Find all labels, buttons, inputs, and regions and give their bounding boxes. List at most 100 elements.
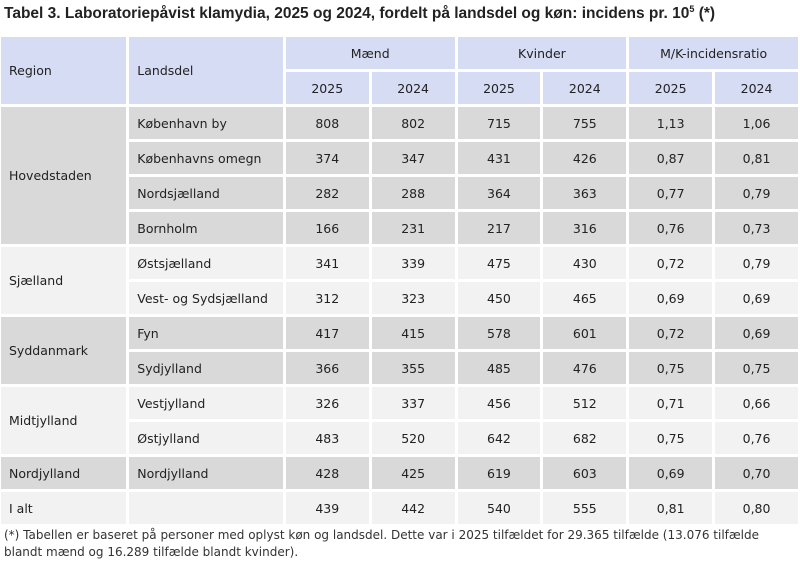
maend-2024-cell: 520 — [371, 422, 455, 454]
header-kvinder: Kvinder — [457, 37, 627, 69]
maend-2024-cell: 231 — [371, 212, 455, 244]
maend-2025-cell: 341 — [285, 247, 369, 279]
table-row: Midtjylland Vestjylland 326 337 456 512 0,71 0,… — [1, 387, 798, 454]
ratio-2025-cell: 0,76 — [629, 212, 713, 244]
header-year: 2024 — [371, 72, 455, 104]
landsdel-cell: Nordsjælland — [129, 177, 283, 209]
kvinder-2025-cell: 431 — [457, 142, 541, 174]
maend-2024-cell: 337 — [371, 387, 455, 419]
kvinder-2025-cell: 715 — [457, 107, 541, 139]
ratio-2025-cell: 1,13 — [629, 107, 713, 139]
ratio-2024-cell: 0,79 — [715, 247, 798, 279]
table-row: Vest- og Sydsjælland 312 323 450 465 0,69 0,69 — [1, 282, 798, 314]
kvinder-2024-cell: 426 — [543, 142, 627, 174]
landsdel-cell: Sydjylland — [129, 352, 283, 384]
maend-2024-cell: 442 — [371, 492, 455, 524]
kvinder-2025-cell: 475 — [457, 247, 541, 279]
kvinder-2024-cell: 465 — [543, 282, 627, 314]
maend-2024-cell: 323 — [371, 282, 455, 314]
ratio-2025-cell: 0,77 — [629, 177, 713, 209]
kvinder-2025-cell: 485 — [457, 352, 541, 384]
table-title: Tabel 3. Laboratoriepåvist klamydia, 202… — [4, 4, 715, 23]
incidence-table: Region Landsdel Mænd Kvinder M/K-inciden… — [0, 34, 800, 527]
maend-2024-cell: 415 — [371, 317, 455, 349]
maend-2025-cell: 282 — [285, 177, 369, 209]
region-cell: Syddanmark — [1, 317, 127, 384]
maend-2025-cell: 417 — [285, 317, 369, 349]
kvinder-2025-cell: 642 — [457, 422, 541, 454]
table-row: Sydjylland 366 355 485 476 0,75 0,75 — [1, 352, 798, 384]
region-cell: Hovedstaden — [1, 107, 127, 244]
header-landsdel: Landsdel — [129, 37, 283, 104]
region-cell: Midtjylland — [1, 387, 127, 454]
header-year: 2025 — [629, 72, 713, 104]
ratio-2025-cell: 0,72 — [629, 317, 713, 349]
maend-2025-cell: 366 — [285, 352, 369, 384]
table-title-suffix: (*) — [694, 5, 716, 23]
kvinder-2025-cell: 540 — [457, 492, 541, 524]
ratio-2024-cell: 0,75 — [715, 352, 798, 384]
table-row: Hovedstaden København by 808 802 715 755 1,13 1… — [1, 107, 798, 244]
table-title-text: Tabel 3. Laboratoriepåvist klamydia, 202… — [4, 5, 690, 23]
maend-2025-cell: 428 — [285, 457, 369, 489]
ratio-2025-cell: 0,69 — [629, 457, 713, 489]
maend-2024-cell: 288 — [371, 177, 455, 209]
table-row: Københavns omegn 374 347 431 426 0,87 0,81 — [1, 142, 798, 174]
kvinder-2025-cell: 217 — [457, 212, 541, 244]
maend-2025-cell: 483 — [285, 422, 369, 454]
kvinder-2025-cell: 619 — [457, 457, 541, 489]
header-year: 2024 — [715, 72, 798, 104]
ratio-2024-cell: 0,80 — [715, 492, 798, 524]
maend-2024-cell: 425 — [371, 457, 455, 489]
header-year: 2025 — [457, 72, 541, 104]
kvinder-2024-cell: 555 — [543, 492, 627, 524]
kvinder-2024-cell: 316 — [543, 212, 627, 244]
ratio-2025-cell: 0,75 — [629, 422, 713, 454]
table-title-superscript: 5 — [689, 4, 695, 14]
region-cell: Nordjylland — [1, 457, 127, 489]
landsdel-cell: Østsjælland — [129, 247, 283, 279]
kvinder-2024-cell: 476 — [543, 352, 627, 384]
table-footnote: (*) Tabellen er baseret på personer med … — [4, 528, 759, 559]
table-row: Sjælland Østsjælland 341 339 475 430 0,72 0,79 — [1, 247, 798, 314]
table-body: Hovedstaden København by 808 802 715 755 1,13 1… — [1, 107, 798, 524]
landsdel-cell: København by — [129, 107, 283, 139]
kvinder-2025-cell: 578 — [457, 317, 541, 349]
maend-2024-cell: 802 — [371, 107, 455, 139]
region-cell: Sjælland — [1, 247, 127, 314]
kvinder-2024-cell: 601 — [543, 317, 627, 349]
header-ratio: M/K-incidensratio — [629, 37, 798, 69]
maend-2025-cell: 439 — [285, 492, 369, 524]
kvinder-2025-cell: 364 — [457, 177, 541, 209]
landsdel-cell: Østjylland — [129, 422, 283, 454]
kvinder-2024-cell: 363 — [543, 177, 627, 209]
table-row: I alt 439 442 540 555 0,81 0,80 — [1, 492, 798, 524]
maend-2025-cell: 326 — [285, 387, 369, 419]
ratio-2024-cell: 0,73 — [715, 212, 798, 244]
table-row: Bornholm 166 231 217 316 0,76 0,73 — [1, 212, 798, 244]
landsdel-cell: Bornholm — [129, 212, 283, 244]
table-row: Syddanmark Fyn 417 415 578 601 0,72 0,69 — [1, 317, 798, 384]
kvinder-2024-cell: 603 — [543, 457, 627, 489]
ratio-2024-cell: 0,66 — [715, 387, 798, 419]
ratio-2024-cell: 0,70 — [715, 457, 798, 489]
maend-2024-cell: 355 — [371, 352, 455, 384]
kvinder-2024-cell: 430 — [543, 247, 627, 279]
maend-2025-cell: 808 — [285, 107, 369, 139]
kvinder-2025-cell: 450 — [457, 282, 541, 314]
landsdel-cell — [129, 492, 283, 524]
kvinder-2024-cell: 512 — [543, 387, 627, 419]
ratio-2025-cell: 0,71 — [629, 387, 713, 419]
ratio-2024-cell: 0,79 — [715, 177, 798, 209]
ratio-2025-cell: 0,81 — [629, 492, 713, 524]
header-year: 2025 — [285, 72, 369, 104]
maend-2025-cell: 312 — [285, 282, 369, 314]
ratio-2025-cell: 0,72 — [629, 247, 713, 279]
ratio-2024-cell: 0,69 — [715, 317, 798, 349]
ratio-2025-cell: 0,75 — [629, 352, 713, 384]
maend-2024-cell: 339 — [371, 247, 455, 279]
ratio-2024-cell: 0,81 — [715, 142, 798, 174]
table-row: Nordsjælland 282 288 364 363 0,77 0,79 — [1, 177, 798, 209]
ratio-2024-cell: 0,76 — [715, 422, 798, 454]
kvinder-2024-cell: 755 — [543, 107, 627, 139]
